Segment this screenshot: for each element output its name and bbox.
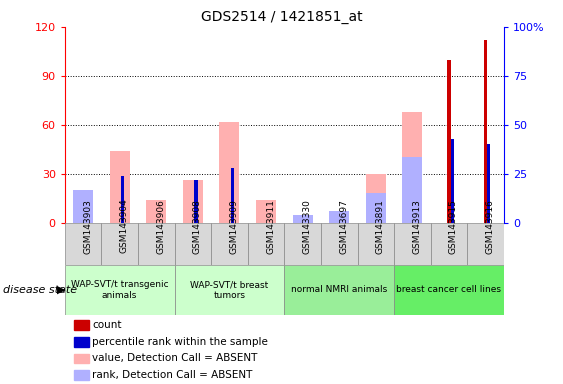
Text: GSM143916: GSM143916: [485, 199, 494, 253]
Text: disease state: disease state: [3, 285, 77, 295]
Bar: [65, 223, 101, 265]
Bar: [65, 265, 175, 315]
Bar: [394, 223, 431, 265]
Bar: [74, 354, 90, 363]
Text: GSM143906: GSM143906: [157, 199, 165, 253]
Bar: [366, 174, 386, 223]
Text: GSM143330: GSM143330: [303, 199, 311, 253]
Bar: [447, 60, 451, 223]
Bar: [101, 223, 138, 265]
Bar: [73, 194, 93, 223]
Bar: [484, 40, 488, 223]
Text: normal NMRI animals: normal NMRI animals: [291, 285, 387, 295]
Text: GSM143911: GSM143911: [266, 199, 275, 253]
Bar: [329, 211, 349, 223]
Bar: [329, 211, 349, 223]
Bar: [358, 223, 394, 265]
Bar: [175, 265, 284, 315]
Bar: [321, 223, 358, 265]
Bar: [230, 168, 234, 223]
Text: ▶: ▶: [56, 285, 65, 295]
Bar: [293, 215, 312, 223]
Text: GSM143909: GSM143909: [230, 199, 238, 253]
Text: percentile rank within the sample: percentile rank within the sample: [92, 337, 268, 347]
Bar: [450, 139, 454, 223]
Bar: [73, 190, 93, 223]
Text: GSM143697: GSM143697: [339, 199, 348, 253]
Bar: [183, 180, 203, 223]
Text: GSM143915: GSM143915: [449, 199, 458, 253]
Bar: [467, 223, 504, 265]
Text: GSM143908: GSM143908: [193, 199, 202, 253]
Text: WAP-SVT/t breast
tumors: WAP-SVT/t breast tumors: [190, 280, 269, 300]
Bar: [74, 337, 90, 347]
Text: rank, Detection Call = ABSENT: rank, Detection Call = ABSENT: [92, 370, 252, 380]
Text: WAP-SVT/t transgenic
animals: WAP-SVT/t transgenic animals: [71, 280, 168, 300]
Bar: [138, 223, 175, 265]
Text: breast cancer cell lines: breast cancer cell lines: [396, 285, 502, 295]
Bar: [403, 157, 422, 223]
Bar: [146, 200, 166, 223]
Bar: [293, 215, 312, 223]
Bar: [403, 112, 422, 223]
Bar: [248, 223, 284, 265]
Text: count: count: [92, 320, 122, 330]
Bar: [256, 200, 276, 223]
Text: value, Detection Call = ABSENT: value, Detection Call = ABSENT: [92, 353, 257, 363]
Bar: [220, 121, 239, 223]
Bar: [486, 144, 490, 223]
Bar: [120, 176, 124, 223]
Bar: [110, 151, 129, 223]
Bar: [284, 265, 394, 315]
Text: GSM143903: GSM143903: [83, 199, 92, 253]
Text: GSM143913: GSM143913: [412, 199, 421, 253]
Text: GSM143891: GSM143891: [376, 199, 385, 253]
Bar: [74, 320, 90, 330]
Bar: [284, 223, 321, 265]
Text: GDS2514 / 1421851_at: GDS2514 / 1421851_at: [200, 10, 363, 23]
Bar: [394, 265, 504, 315]
Bar: [211, 223, 248, 265]
Bar: [175, 223, 211, 265]
Bar: [194, 180, 198, 223]
Bar: [366, 194, 386, 223]
Bar: [431, 223, 467, 265]
Bar: [74, 370, 90, 380]
Text: GSM143904: GSM143904: [120, 199, 128, 253]
